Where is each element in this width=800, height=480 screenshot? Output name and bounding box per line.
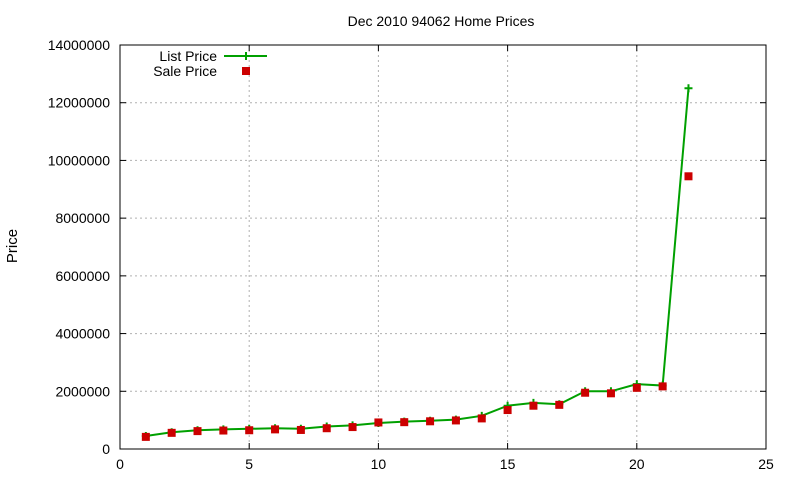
y-tick-label: 4000000	[55, 326, 110, 342]
data-point-square	[632, 383, 641, 392]
legend-label-list-price: List Price	[159, 48, 217, 64]
y-tick-label: 8000000	[55, 210, 110, 226]
y-tick-label: 14000000	[48, 37, 111, 53]
data-point-square	[219, 426, 228, 435]
plot-border	[119, 44, 767, 450]
data-point-square	[503, 406, 512, 415]
data-point-square	[426, 417, 435, 426]
x-tick-label: 5	[245, 456, 253, 472]
x-tick-label: 25	[758, 456, 774, 472]
data-point-plus	[684, 84, 693, 93]
grid	[120, 45, 766, 449]
series-layer	[141, 84, 693, 441]
y-tick-label: 10000000	[48, 152, 111, 168]
data-point-square	[400, 418, 409, 427]
data-point-square	[658, 382, 667, 391]
data-point-square	[477, 414, 486, 423]
chart-title: Dec 2010 94062 Home Prices	[348, 13, 535, 29]
x-tick-label: 15	[500, 456, 516, 472]
data-point-square	[555, 400, 564, 409]
data-point-square	[141, 432, 150, 441]
y-tick-label: 6000000	[55, 268, 110, 284]
y-tick-label: 0	[102, 441, 110, 457]
data-point-square	[348, 423, 357, 432]
data-point-square	[167, 428, 176, 437]
data-point-square	[322, 424, 331, 433]
legend: List Price Sale Price	[153, 48, 267, 79]
data-point-square	[296, 425, 305, 434]
legend-marker-sale-price	[242, 67, 250, 75]
series-list-price	[141, 84, 693, 441]
series-line	[145, 88, 690, 438]
legend-marker-list-price	[242, 52, 250, 60]
data-point-square	[684, 172, 693, 181]
x-tick-label: 0	[116, 456, 124, 472]
y-axis-label: Price	[4, 229, 21, 263]
legend-label-sale-price: Sale Price	[153, 63, 217, 79]
y-tick-label: 12000000	[48, 95, 111, 111]
data-point-square	[374, 418, 383, 427]
data-point-square	[451, 416, 460, 425]
data-point-square	[529, 401, 538, 410]
x-tick-label: 20	[629, 456, 645, 472]
x-tick-label: 10	[371, 456, 387, 472]
data-point-square	[271, 425, 280, 434]
data-point-square	[606, 389, 615, 398]
data-point-square	[245, 426, 254, 435]
data-point-square	[581, 388, 590, 397]
series-sale-price	[141, 172, 693, 441]
data-point-square	[193, 427, 202, 436]
axes: 0 5 10 15 20 25 0 2000000 4000000 6000000 8000000 1…	[48, 37, 774, 472]
y-tick-label: 2000000	[55, 383, 110, 399]
